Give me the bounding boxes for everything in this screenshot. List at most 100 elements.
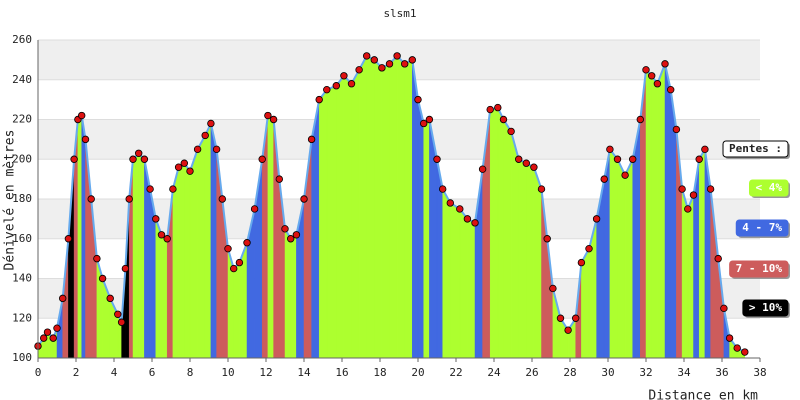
x-tick-label: 32 (639, 366, 652, 379)
x-tick-label: 38 (753, 366, 766, 379)
y-tick-label: 200 (12, 152, 32, 165)
profile-point (340, 72, 348, 80)
profile-point (287, 235, 295, 243)
slope-segment (450, 202, 461, 359)
x-tick-label: 10 (221, 366, 234, 379)
x-tick-label: 4 (111, 366, 118, 379)
legend-entry-label: 7 - 10% (736, 262, 783, 275)
profile-point (363, 52, 371, 60)
profile-point (347, 80, 356, 88)
slope-segment (503, 118, 512, 359)
x-tick-label: 16 (335, 366, 348, 379)
profile-point (49, 334, 57, 342)
slope-segment (624, 159, 633, 359)
profile-point (577, 258, 586, 267)
slope-segment (664, 63, 671, 359)
x-tick-label: 0 (35, 366, 42, 379)
profile-point (193, 145, 202, 154)
slope-segment (374, 59, 383, 359)
profile-point (636, 115, 644, 124)
profile-point (661, 60, 669, 68)
slope-segment (651, 74, 658, 359)
profile-point (125, 195, 133, 203)
profile-point (243, 239, 251, 247)
x-tick-label: 14 (297, 366, 311, 379)
slope-segments (37, 55, 746, 359)
slope-segment (459, 208, 468, 359)
profile-point (201, 131, 209, 140)
y-axis-title: Dénivelé en mètres (3, 130, 18, 271)
profile-point (543, 235, 551, 243)
slope-segment (336, 75, 345, 359)
profile-point (129, 155, 137, 163)
profile-point (433, 155, 441, 163)
profile-point (486, 105, 494, 114)
profile-point (332, 82, 340, 90)
profile-point (741, 348, 749, 356)
legend-entry-label: < 4% (756, 181, 783, 194)
profile-point (564, 326, 572, 334)
profile-point (134, 149, 143, 157)
legend-entry-label: 4 - 7% (742, 221, 782, 234)
slope-segment (442, 188, 451, 359)
legend-entry-box (749, 179, 789, 197)
legend-title-label: Pentes : (729, 142, 782, 155)
slope-segment (609, 148, 618, 359)
profile-point (401, 60, 409, 68)
profile-point (152, 215, 160, 223)
slope-segment (645, 69, 652, 359)
profile-point (378, 64, 386, 72)
x-tick-label: 2 (73, 366, 80, 379)
profile-point (653, 80, 662, 88)
profile-point (385, 60, 394, 68)
profile-point (648, 72, 656, 80)
profile-point (600, 175, 608, 183)
profile-point (315, 95, 323, 104)
x-tick-label: 22 (449, 366, 462, 379)
slope-segment (267, 115, 274, 359)
profile-point (667, 85, 675, 94)
x-tick-label: 24 (487, 366, 501, 379)
x-tick-label: 8 (187, 366, 194, 379)
slope-segment (423, 119, 430, 359)
slope-segment (161, 234, 168, 359)
profile-point (117, 318, 126, 326)
x-tick-label: 18 (373, 366, 386, 379)
slope-segment (284, 227, 291, 359)
y-tick-label: 240 (12, 73, 32, 86)
profile-point (515, 155, 523, 163)
y-tick-label: 260 (12, 33, 32, 46)
profile-point (87, 195, 95, 203)
y-tick-label: 140 (12, 272, 32, 285)
profile-point (592, 215, 601, 223)
slope-segment (184, 162, 191, 359)
slope-segment (204, 123, 212, 359)
profile-point (77, 111, 86, 120)
y-tick-label: 100 (12, 351, 32, 364)
profile-point (323, 85, 331, 94)
legend: Pentes : < 4% 4 - 7% 7 - 10% > 10% (722, 140, 790, 318)
slope-segment (698, 148, 706, 359)
profile-point (456, 205, 464, 213)
profile-point (684, 205, 692, 213)
profile-point (629, 155, 637, 163)
legend-entry-label: > 10% (749, 301, 782, 314)
slope-segment (687, 194, 694, 359)
profile-point (64, 235, 73, 243)
profile-point (642, 66, 650, 74)
profile-point (140, 155, 149, 163)
x-tick-label: 34 (677, 366, 691, 379)
profile-point (157, 231, 166, 239)
profile-point (733, 344, 741, 352)
profile-point (720, 304, 728, 313)
profile-point (93, 254, 101, 263)
profile-point (370, 56, 378, 64)
x-tick-label: 12 (259, 366, 272, 379)
profile-point (725, 334, 734, 342)
slope-segment (77, 114, 82, 359)
profile-point (420, 119, 428, 128)
profile-point (212, 145, 221, 154)
profile-point (53, 324, 61, 332)
profile-point (606, 145, 614, 154)
